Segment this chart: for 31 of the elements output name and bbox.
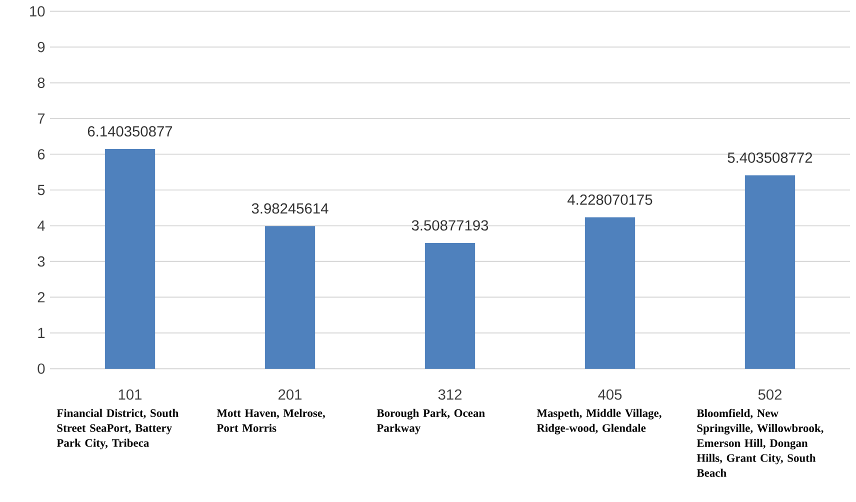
y-tick-label: 3 [38, 256, 45, 267]
y-tick-label: 4 [37, 220, 45, 231]
bar [104, 148, 156, 369]
y-tick-label: 6 [38, 149, 45, 160]
text: Bloomfield, New Springville, Willowbrook, Emerson Hill, Dongan Hills, Grant City, South Beach [696, 408, 824, 477]
data-label: 6.140350877 [88, 126, 172, 137]
bar [264, 226, 316, 369]
data-label: 4.228070175 [568, 194, 652, 205]
text: Maspeth, Middle Village, Ridge-wood, Glendale [536, 408, 662, 434]
data-label: 5.403508772 [728, 152, 812, 163]
x-tick-label: 101 [118, 389, 142, 400]
y-tick-label: 0 [38, 363, 45, 374]
data-label: 3.50877193 [412, 220, 488, 231]
x-tick-label: 201 [278, 389, 302, 400]
data-label: 3.98245614 [252, 203, 328, 214]
y-tick-label: 8 [38, 78, 45, 88]
x-tick-label: 502 [758, 389, 782, 400]
bar [424, 243, 476, 369]
y-tick-label: 7 [38, 113, 45, 124]
y-tick-label: 1 [38, 328, 45, 338]
text: Financial District, South Street SeaPort, Battery Park City, Tribeca [56, 408, 178, 450]
y-tick-label: 9 [38, 42, 45, 52]
y-tick-label: 5 [38, 184, 45, 196]
bar [744, 175, 796, 369]
y-tick-label: 10 [30, 6, 45, 17]
y-tick-label: 2 [38, 292, 45, 302]
text: Borough Park, Ocean Parkway [376, 408, 485, 434]
bar [584, 217, 636, 369]
x-tick-label: 405 [598, 389, 622, 400]
text: Mott Haven, Melrose, Port Morris [216, 408, 325, 432]
x-tick-label: 312 [438, 389, 462, 400]
